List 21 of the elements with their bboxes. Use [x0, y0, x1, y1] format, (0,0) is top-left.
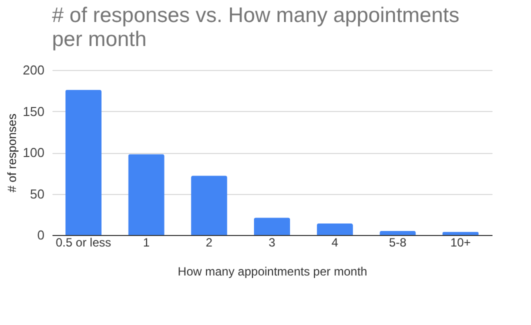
- chart-title: # of responses vs. How many appointments per month: [52, 4, 460, 51]
- x-tick-label: 3: [268, 236, 276, 250]
- bar: [128, 154, 164, 235]
- bar: [254, 218, 290, 235]
- x-tick-label: 4: [332, 236, 339, 250]
- bar: [65, 90, 102, 235]
- bar: [191, 176, 228, 235]
- x-tick-label: 1: [142, 236, 150, 250]
- y-tick-label: 0: [37, 228, 44, 242]
- y-tick-label: 100: [22, 145, 44, 160]
- bar: [316, 223, 353, 235]
- x-tick-label: 0.5 or less: [56, 236, 112, 250]
- y-tick-label: 200: [22, 62, 44, 78]
- y-tick-label: 150: [22, 104, 44, 119]
- x-tick-label: 10+: [450, 236, 471, 250]
- x-tick-label: 5-8: [389, 236, 407, 250]
- bar: [380, 230, 416, 235]
- y-tick-label: 50: [30, 186, 44, 202]
- x-axis-title: How many appointments per month: [178, 264, 368, 278]
- x-tick-label: 2: [206, 236, 213, 250]
- y-axis-title: # of responses: [4, 114, 19, 192]
